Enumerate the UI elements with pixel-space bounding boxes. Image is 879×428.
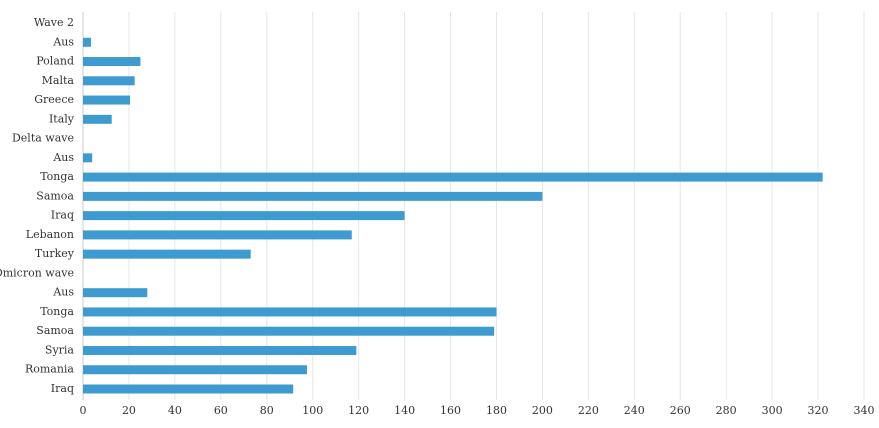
y-tick-label: Lebanon (26, 228, 74, 241)
bar (83, 249, 251, 259)
bar (83, 384, 294, 394)
y-tick-label: Delta wave (12, 132, 74, 145)
x-tick-label: 160 (440, 404, 461, 417)
bar (83, 326, 495, 336)
y-tick-label: Greece (34, 93, 74, 106)
x-tick-label: 40 (168, 404, 182, 417)
x-tick-label: 260 (670, 404, 691, 417)
x-tick-label: 180 (486, 404, 507, 417)
y-tick-label: Samoa (36, 324, 74, 337)
x-tick-label: 60 (214, 404, 228, 417)
y-tick-label: Iraq (51, 382, 74, 395)
y-tick-label: Tonga (40, 170, 74, 183)
y-tick-label: Wave 2 (34, 16, 74, 29)
bar (83, 153, 93, 163)
y-tick-label: Italy (49, 112, 75, 125)
x-tick-label: 200 (532, 404, 553, 417)
bar (83, 230, 352, 240)
bar (83, 95, 131, 105)
y-tick-label: Poland (36, 55, 74, 68)
x-tick-label: 220 (578, 404, 599, 417)
y-tick-label: Malta (42, 74, 75, 87)
bar (83, 288, 148, 298)
bar (83, 307, 497, 317)
bar (83, 37, 92, 47)
bar (83, 365, 307, 375)
y-tick-label: Aus (52, 151, 74, 164)
y-tick-label: Tonga (40, 305, 74, 318)
y-tick-label: Aus (52, 286, 74, 299)
bar (83, 191, 543, 201)
x-tick-label: 300 (762, 404, 783, 417)
y-tick-label: Turkey (35, 247, 75, 260)
bar (83, 211, 405, 221)
x-tick-label: 140 (394, 404, 415, 417)
y-tick-label: Aus (52, 35, 74, 48)
bar (83, 345, 357, 355)
x-tick-label: 240 (624, 404, 645, 417)
x-tick-label: 120 (348, 404, 369, 417)
bar (83, 57, 141, 67)
x-tick-label: 280 (716, 404, 737, 417)
bar (83, 172, 823, 182)
y-tick-label: Syria (45, 343, 75, 356)
y-tick-label: Samoa (36, 189, 74, 202)
x-tick-label: 20 (122, 404, 136, 417)
y-tick-label: Omicron wave (0, 266, 74, 279)
x-tick-label: 320 (808, 404, 829, 417)
bar (83, 76, 135, 86)
y-tick-label: Romania (25, 363, 74, 376)
y-tick-label: Iraq (51, 209, 74, 222)
x-tick-label: 80 (260, 404, 274, 417)
x-tick-label: 100 (302, 404, 323, 417)
bar (83, 114, 112, 124)
x-tick-label: 0 (80, 404, 87, 417)
x-tick-label: 340 (854, 404, 875, 417)
